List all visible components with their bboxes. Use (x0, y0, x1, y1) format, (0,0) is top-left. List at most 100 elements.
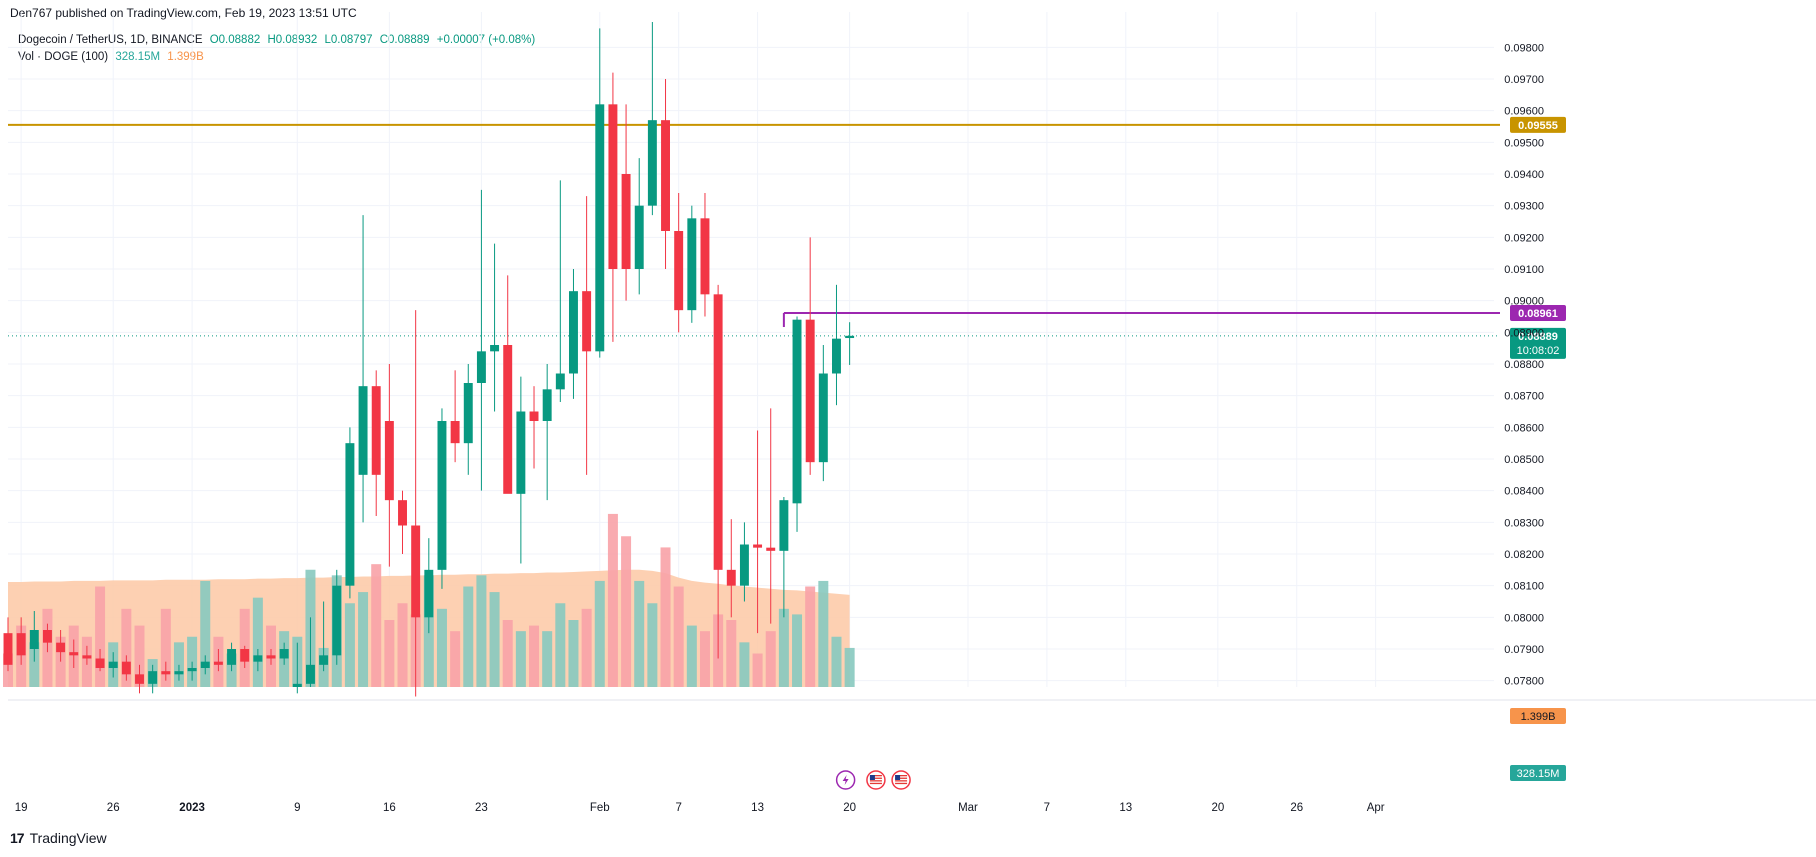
candle-body (845, 335, 855, 339)
candle-body (305, 664, 315, 684)
candle-body (292, 683, 302, 687)
flag-icon-canton (869, 775, 875, 780)
footer-brand[interactable]: 17 TradingView (10, 830, 107, 846)
volume-bar (581, 608, 592, 687)
candle-body (595, 104, 605, 352)
time-tick-label: Mar (958, 802, 978, 814)
time-tick-label: 7 (675, 802, 681, 814)
event-icons[interactable] (835, 770, 911, 790)
candle-body (358, 386, 368, 475)
candle-body (82, 655, 92, 659)
price-tick-label: 0.07800 (1504, 676, 1544, 688)
time-tick-label: 13 (1119, 802, 1132, 814)
tradingview-logo-icon: 17 (10, 830, 25, 846)
price-tick-label: 0.09600 (1504, 106, 1544, 118)
price-tick-label: 0.08600 (1504, 422, 1544, 434)
candle-body (766, 547, 776, 551)
price-tick-label: 0.09800 (1504, 42, 1544, 54)
horizontal-levels[interactable]: 0.09555 0.08961 0.08889 10:08:02 (8, 116, 1566, 359)
symbol-legend: Dogecoin / TetherUS, 1D, BINANCE O0.0888… (18, 34, 539, 46)
candle-body (542, 389, 552, 421)
flag-icon-stripe (869, 777, 882, 779)
volume-bar (134, 625, 145, 687)
volume-bar (555, 603, 566, 687)
candle-body (319, 655, 329, 665)
time-tick-label: Apr (1367, 802, 1385, 814)
volume-bar (489, 592, 500, 687)
symbol-name[interactable]: Dogecoin / TetherUS, 1D, BINANCE (18, 34, 203, 46)
level-price-tag (1510, 305, 1566, 322)
volume-bar (594, 580, 605, 687)
candle-body (200, 661, 210, 668)
ohlc-open: O0.08882 (209, 34, 261, 46)
candle-body (227, 649, 237, 665)
volume-bar (831, 636, 842, 687)
candle-body (121, 661, 131, 675)
volume-bar (436, 608, 447, 687)
volume-bar (397, 603, 408, 687)
volume-bar (344, 603, 355, 687)
volume-bar (529, 625, 540, 687)
flag-icon-canton (895, 775, 901, 780)
volume-bar (660, 547, 671, 687)
time-tick-label: 19 (15, 802, 28, 814)
candle-body (634, 205, 644, 269)
candle-body (345, 443, 355, 586)
candle-body (332, 585, 342, 656)
candle-body (490, 345, 500, 352)
price-tick-label: 0.09200 (1504, 232, 1544, 244)
countdown-label: 10:08:02 (1517, 345, 1560, 357)
candle-body (674, 231, 684, 311)
lightning-icon[interactable] (835, 770, 856, 790)
volume-bar (686, 625, 697, 687)
ohlc-low: L0.08797 (324, 34, 373, 46)
volume-bar (778, 608, 789, 687)
volume-bar (673, 586, 684, 687)
us-flag-icon[interactable] (866, 770, 886, 790)
candle-body (555, 373, 565, 390)
us-flag-icon[interactable] (891, 770, 911, 790)
volume-bar (542, 631, 553, 687)
time-axis[interactable]: 19 26 2023 9 16 23 Feb 7 13 20 Mar 7 13 20 26 Apr (8, 699, 1816, 814)
ohlc-high: H0.08932 (267, 34, 318, 46)
candle-body (424, 569, 434, 618)
candle-body (266, 655, 276, 659)
flag-icon-stripe (895, 782, 908, 785)
candle-body (437, 421, 447, 570)
time-tick-label: 26 (107, 802, 120, 814)
volume-bar (699, 631, 710, 687)
volume-axis-label: 328.15M (1517, 768, 1560, 780)
candle-body (832, 338, 841, 374)
price-tick-label: 0.08700 (1504, 391, 1544, 403)
price-tick-label: 0.09400 (1504, 169, 1544, 181)
flag-icon-stripe (869, 775, 882, 777)
last-price-label: 0.08889 (1518, 331, 1558, 343)
flag-icon-stripe (869, 782, 882, 785)
candle-body (687, 218, 697, 311)
candle-body (647, 120, 657, 206)
volume-bar (805, 586, 816, 687)
volume-bar (818, 580, 829, 687)
candle-body (56, 642, 66, 653)
price-tick-label: 0.09300 (1504, 201, 1544, 213)
volume-bar (647, 603, 658, 687)
volume-value: 328.15M (115, 51, 161, 63)
candles (3, 22, 855, 697)
candle-body (3, 633, 13, 665)
volume-bar (384, 620, 395, 687)
volume-label[interactable]: Vol · DOGE (100) (18, 51, 109, 63)
volume-bar (358, 592, 369, 687)
candle-body (779, 500, 789, 551)
price-axis[interactable]: 0.09800 0.09700 0.09600 0.09500 0.09400 0.093… (1504, 42, 1566, 781)
candle-body (42, 630, 52, 643)
volume-bar (765, 631, 776, 687)
candle-body (187, 668, 197, 672)
candle-body (805, 319, 815, 463)
price-tick-label: 0.08100 (1504, 581, 1544, 593)
volume-bar (29, 642, 40, 687)
volume-axis-tag (1510, 765, 1566, 781)
price-tick-label: 0.09100 (1504, 264, 1544, 276)
time-tick-label: 26 (1290, 802, 1303, 814)
price-tick-label: 0.08200 (1504, 549, 1544, 561)
